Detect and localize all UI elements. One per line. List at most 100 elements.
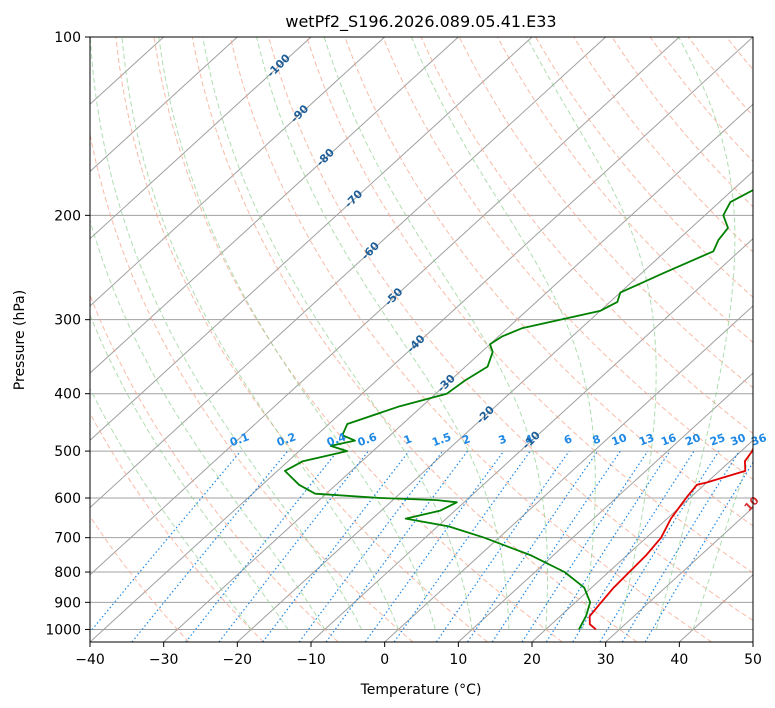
isotherm-line bbox=[90, 37, 533, 442]
dry-adiabat-line bbox=[153, 37, 563, 642]
mixing-ratio-label: 0.1 bbox=[228, 430, 251, 449]
moist-adiabat-line bbox=[526, 37, 657, 630]
isotherm-line bbox=[90, 37, 312, 240]
axis-ticks: −40 −30 −20 −10 0 10 20 30 40 50 1000 900 800 700 600 5… bbox=[45, 30, 762, 668]
dewpoint-profile-line bbox=[284, 189, 753, 630]
plot-frame bbox=[89, 36, 754, 643]
moist-adiabat-line bbox=[90, 387, 252, 630]
mixing-ratio-label: 30 bbox=[729, 431, 748, 449]
moist-adiabat-line bbox=[90, 37, 363, 630]
moist-adiabat-line bbox=[256, 37, 510, 630]
temperature-profile-line bbox=[588, 446, 753, 631]
mixing-ratio-label: 0.4 bbox=[325, 430, 348, 449]
x-tick-label: 50 bbox=[744, 652, 762, 668]
mixing-ratio-line bbox=[298, 450, 444, 642]
x-tick-label: 30 bbox=[597, 652, 615, 668]
mixing-ratio-line bbox=[131, 450, 289, 642]
isotherm-line bbox=[90, 37, 680, 576]
isotherm-line bbox=[163, 103, 753, 642]
isotherm-line bbox=[90, 37, 607, 509]
x-tick-label: 40 bbox=[670, 652, 688, 668]
mixing-ratio-line bbox=[491, 450, 621, 642]
y-tick-label: 400 bbox=[54, 387, 81, 403]
mixing-ratio-label: 0.6 bbox=[356, 430, 379, 449]
y-tick-label: 200 bbox=[54, 208, 81, 224]
dry-adiabat-line bbox=[535, 37, 753, 298]
dry-adiabat-line bbox=[306, 37, 753, 574]
mixing-ratio-line bbox=[466, 450, 599, 642]
y-tick-label: 600 bbox=[54, 491, 81, 507]
isotherm-line bbox=[90, 37, 459, 374]
mixing-ratio-line bbox=[621, 450, 740, 642]
mixing-ratio-label: 8 bbox=[591, 432, 603, 447]
y-tick-label: 100 bbox=[54, 30, 81, 46]
dry-adiabat-line bbox=[382, 37, 753, 481]
dry-adiabat-line bbox=[90, 131, 414, 642]
mixing-ratio-label: 13 bbox=[637, 431, 656, 448]
mixing-ratio-line bbox=[545, 450, 671, 642]
isotherm-line bbox=[236, 170, 753, 642]
mixing-ratio-label: 36 bbox=[749, 431, 768, 449]
y-tick-label: 700 bbox=[54, 531, 81, 547]
moist-adiabat-line bbox=[90, 313, 289, 630]
x-tick-label: 20 bbox=[523, 652, 541, 668]
x-tick-label: 10 bbox=[449, 652, 467, 668]
x-tick-label: −40 bbox=[75, 652, 105, 668]
mixing-ratio-label: 1.5 bbox=[430, 430, 453, 449]
y-tick-label: 800 bbox=[54, 565, 81, 581]
dry-adiabat-line bbox=[115, 37, 488, 642]
mixing-ratio-line bbox=[90, 450, 242, 633]
moist-adiabat-line bbox=[202, 37, 473, 630]
moist-adiabat-line bbox=[411, 37, 596, 630]
y-axis-label: Pressure (hPa) bbox=[12, 290, 28, 390]
mixing-ratio-label: 1 bbox=[402, 432, 414, 447]
y-tick-label: 1000 bbox=[45, 622, 81, 638]
mixing-ratio-label: 16 bbox=[659, 431, 678, 449]
mixing-ratio-line bbox=[521, 450, 649, 642]
mixing-ratio-line bbox=[393, 450, 531, 642]
dry-adiabat-line bbox=[191, 37, 638, 642]
moist-adiabat-line bbox=[158, 37, 436, 630]
mixing-ratio-line bbox=[364, 450, 505, 642]
x-tick-label: −20 bbox=[223, 652, 253, 668]
mixing-ratio-label: 10 bbox=[610, 431, 629, 449]
mixing-ratio-label: 4 bbox=[523, 432, 535, 447]
data-lines bbox=[284, 189, 753, 631]
dry-adiabat-line bbox=[420, 37, 753, 435]
mixing-ratio-line bbox=[572, 450, 695, 642]
dry-adiabat-line bbox=[344, 37, 753, 527]
mixing-ratio-label: 2 bbox=[460, 432, 472, 447]
dry-adiabat-line bbox=[496, 37, 753, 344]
y-tick-label: 300 bbox=[54, 313, 81, 329]
moist-adiabat-line bbox=[655, 37, 736, 630]
mixing-ratio-label: 25 bbox=[708, 431, 727, 448]
isotherm-line bbox=[605, 506, 753, 642]
mixing-ratio-label: 3 bbox=[497, 432, 509, 447]
isotherm-line bbox=[457, 372, 753, 642]
y-tick-label: 900 bbox=[54, 595, 81, 611]
background-lines bbox=[90, 37, 753, 642]
isotherm-line bbox=[90, 37, 753, 642]
mixing-ratio-line bbox=[325, 450, 468, 642]
mixing-ratio-line bbox=[435, 450, 570, 642]
moist-adiabat-line bbox=[323, 37, 548, 630]
mixing-ratio-label: 20 bbox=[683, 431, 702, 449]
moist-adiabat-line bbox=[692, 443, 753, 630]
mixing-ratio-line bbox=[262, 450, 410, 642]
x-axis-label: Temperature (°C) bbox=[360, 682, 482, 698]
dry-adiabat-line bbox=[268, 37, 753, 622]
y-tick-label: 500 bbox=[54, 444, 81, 460]
x-tick-label: −30 bbox=[149, 652, 179, 668]
x-tick-label: −10 bbox=[296, 652, 326, 668]
mixing-ratio-label: 0.2 bbox=[275, 430, 298, 449]
dry-adiabat-line bbox=[90, 412, 264, 642]
mixing-ratio-line bbox=[185, 450, 339, 642]
dry-adiabat-line bbox=[229, 37, 712, 642]
isotherm-line bbox=[531, 439, 753, 642]
moist-adiabat-line bbox=[121, 37, 399, 630]
moist-adiabat-line bbox=[90, 218, 326, 630]
isotherm-line bbox=[90, 37, 386, 307]
chart-title: wetPf2_S196.2026.089.05.41.E33 bbox=[285, 12, 556, 32]
mixing-ratio-label: 6 bbox=[562, 432, 574, 447]
